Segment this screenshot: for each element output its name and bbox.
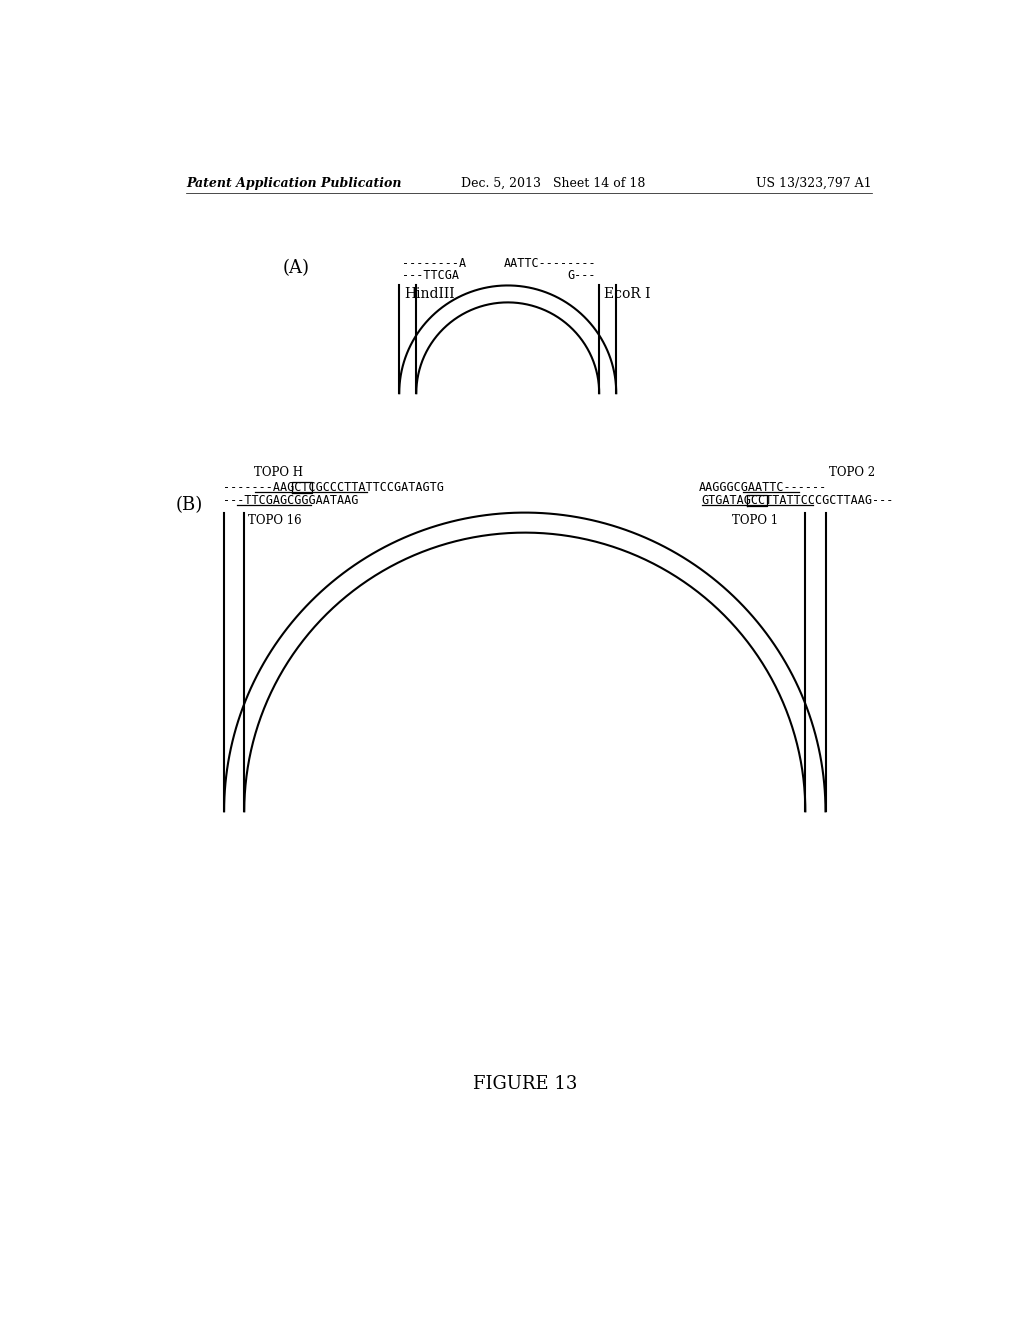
Text: -------AAGCTCGCCCTTATTCCGATAGTG: -------AAGCTCGCCCTTATTCCGATAGTG <box>222 480 443 494</box>
Text: ---TTCGAGCGGGAATAAG: ---TTCGAGCGGGAATAAG <box>222 494 358 507</box>
Text: TOPO 16: TOPO 16 <box>248 515 301 527</box>
Text: GTGATAGCCTTATTCCCGCTTAAG---: GTGATAGCCTTATTCCCGCTTAAG--- <box>701 494 894 507</box>
Text: TOPO H: TOPO H <box>254 466 303 479</box>
Text: (B): (B) <box>176 496 204 513</box>
Text: FIGURE 13: FIGURE 13 <box>473 1074 577 1093</box>
Text: --------A: --------A <box>402 257 467 271</box>
Text: HindIII: HindIII <box>403 286 455 301</box>
Text: US 13/323,797 A1: US 13/323,797 A1 <box>757 177 872 190</box>
Text: EcoR I: EcoR I <box>604 286 650 301</box>
Text: Dec. 5, 2013   Sheet 14 of 18: Dec. 5, 2013 Sheet 14 of 18 <box>461 177 645 190</box>
Text: TOPO 2: TOPO 2 <box>828 466 874 479</box>
Text: ---TTCGA: ---TTCGA <box>402 269 460 282</box>
Text: AATTC--------: AATTC-------- <box>504 257 596 271</box>
Text: G---: G--- <box>567 269 596 282</box>
Text: Patent Application Publication: Patent Application Publication <box>186 177 401 190</box>
Text: AAGGGCGAATTC------: AAGGGCGAATTC------ <box>698 480 827 494</box>
Text: TOPO 1: TOPO 1 <box>732 515 778 527</box>
Text: (A): (A) <box>283 259 310 277</box>
